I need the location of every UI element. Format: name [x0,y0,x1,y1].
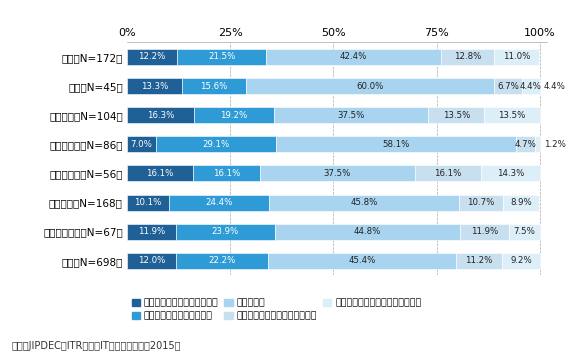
Bar [177,49,266,65]
Bar [459,195,503,210]
Bar [484,107,540,123]
Text: 8.9%: 8.9% [510,198,532,207]
Bar [127,78,182,94]
Bar [127,195,168,210]
Bar [127,136,156,152]
Bar [503,195,539,210]
Bar [509,224,540,240]
Bar [246,78,494,94]
Bar [275,224,460,240]
Text: 22.2%: 22.2% [209,256,236,265]
Bar [260,166,415,181]
Bar [127,253,177,269]
Bar [494,78,522,94]
Text: 出典：JIPDEC／ITR「企業IT利活用動向調査2015」: 出典：JIPDEC／ITR「企業IT利活用動向調査2015」 [12,341,181,351]
Bar [494,49,539,65]
Text: 16.3%: 16.3% [147,111,174,120]
Bar [168,195,269,210]
Text: 15.6%: 15.6% [200,82,228,90]
Bar [127,224,176,240]
Bar [456,253,502,269]
Text: 1.2%: 1.2% [544,140,565,149]
Text: 45.8%: 45.8% [350,198,378,207]
Text: 58.1%: 58.1% [383,140,410,149]
Bar [522,78,540,94]
Text: 37.5%: 37.5% [324,169,351,178]
Text: 42.4%: 42.4% [340,53,368,61]
Text: 13.5%: 13.5% [443,111,470,120]
Text: 7.5%: 7.5% [514,227,535,236]
Bar [441,49,494,65]
Bar [182,78,246,94]
Bar [193,166,260,181]
Bar [127,166,193,181]
Text: 16.1%: 16.1% [213,169,241,178]
Text: 21.5%: 21.5% [208,53,235,61]
Bar [428,107,484,123]
Text: 10.7%: 10.7% [467,198,494,207]
Text: 13.5%: 13.5% [499,111,526,120]
Bar [127,107,194,123]
Text: 29.1%: 29.1% [203,140,230,149]
Text: 9.2%: 9.2% [510,256,532,265]
Text: 4.4%: 4.4% [520,82,542,90]
Bar [194,107,273,123]
Text: 11.9%: 11.9% [471,227,498,236]
Text: 11.0%: 11.0% [503,53,530,61]
Text: 16.1%: 16.1% [434,169,462,178]
Legend: クラウドが大いに有利である, クラウドがやや有利である, 変わらない, オンプレミスがやや有利である, オンプレミスが大いに有利である: クラウドが大いに有利である, クラウドがやや有利である, 変わらない, オンプレ… [132,299,421,321]
Bar [176,224,275,240]
Bar [516,136,535,152]
Text: 12.2%: 12.2% [138,53,166,61]
Text: 10.1%: 10.1% [134,198,162,207]
Text: 4.7%: 4.7% [515,140,537,149]
Bar [460,224,509,240]
Text: 4.4%: 4.4% [543,82,565,90]
Text: 60.0%: 60.0% [357,82,384,90]
Bar [269,195,459,210]
Text: 16.1%: 16.1% [147,169,174,178]
Text: 13.3%: 13.3% [141,82,168,90]
Text: 12.8%: 12.8% [454,53,481,61]
Text: 19.2%: 19.2% [220,111,248,120]
Bar [127,49,177,65]
Bar [535,136,540,152]
Text: 6.7%: 6.7% [497,82,519,90]
Text: 37.5%: 37.5% [338,111,365,120]
Bar [156,136,276,152]
Bar [276,136,516,152]
Bar [273,107,428,123]
Text: 11.9%: 11.9% [138,227,165,236]
Bar [481,166,540,181]
Text: 11.2%: 11.2% [465,256,492,265]
Text: 12.0%: 12.0% [138,256,166,265]
Text: 14.3%: 14.3% [497,169,524,178]
Text: 44.8%: 44.8% [354,227,381,236]
Bar [177,253,268,269]
Text: 24.4%: 24.4% [205,198,233,207]
Text: 7.0%: 7.0% [130,140,152,149]
Text: 45.4%: 45.4% [349,256,376,265]
Bar [415,166,481,181]
Bar [502,253,540,269]
Bar [268,253,456,269]
Text: 23.9%: 23.9% [212,227,239,236]
Bar [266,49,441,65]
